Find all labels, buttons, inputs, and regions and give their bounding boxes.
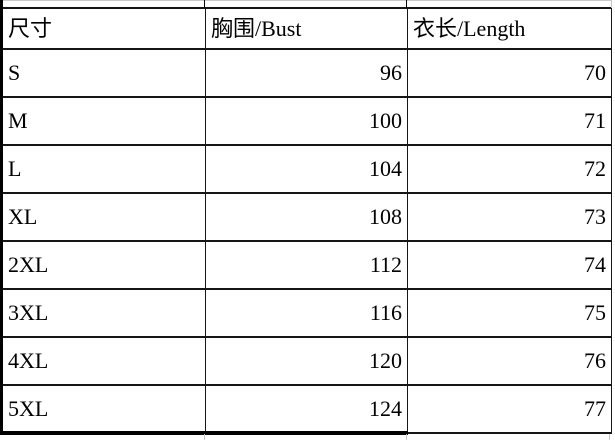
table-row: XL 108 73 [0,192,612,242]
size-cell: S [0,48,206,98]
length-cell: 70 [407,48,612,98]
table-row: 2XL 112 74 [0,240,612,290]
gridline-stub-bottom-col1 [204,434,205,440]
bust-cell: 100 [205,96,408,146]
bust-cell: 96 [205,48,408,98]
header-size: 尺寸 [0,7,206,50]
header-bust: 胸围/Bust [205,7,408,50]
length-cell: 77 [407,384,612,434]
size-cell: 3XL [0,288,206,338]
length-cell: 74 [407,240,612,290]
bust-cell: 120 [205,336,408,386]
gridline-stub-bottom-right [609,434,610,440]
table-row: 4XL 120 76 [0,336,612,386]
header-row: 尺寸 胸围/Bust 衣长/Length [0,7,612,50]
size-cell: 2XL [0,240,206,290]
gridline-stub-bottom-col2 [406,434,407,440]
table-row: 3XL 116 75 [0,288,612,338]
length-cell: 76 [407,336,612,386]
length-cell: 72 [407,144,612,194]
size-cell: M [0,96,206,146]
size-cell: XL [0,192,206,242]
gridline-stub-top-left [0,0,3,8]
length-cell: 73 [407,192,612,242]
size-cell: L [0,144,206,194]
table-row: L 104 72 [0,144,612,194]
bust-cell: 112 [205,240,408,290]
faint-gridline-top [0,0,612,1]
bust-cell: 116 [205,288,408,338]
header-length: 衣长/Length [407,7,612,50]
size-chart-table: 尺寸 胸围/Bust 衣长/Length S 96 70 M 100 71 L … [0,7,612,435]
bust-cell: 108 [205,192,408,242]
bust-cell: 124 [205,384,408,435]
size-cell: 4XL [0,336,206,386]
length-cell: 71 [407,96,612,146]
gridline-stub-top-col1 [204,0,205,8]
table-row: 5XL 124 77 [0,384,612,435]
gridline-stub-top-right [611,0,612,8]
size-cell: 5XL [0,384,206,435]
gridline-stub-top-col2 [406,0,407,8]
table-row: M 100 71 [0,96,612,146]
table-row: S 96 70 [0,48,612,98]
bust-cell: 104 [205,144,408,194]
length-cell: 75 [407,288,612,338]
